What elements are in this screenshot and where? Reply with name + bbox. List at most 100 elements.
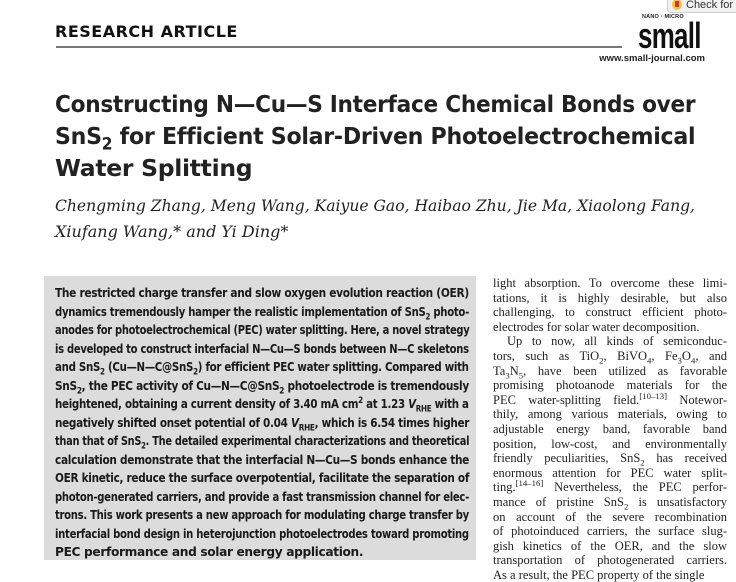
text-line: negatively shifted onset potential of 0.… <box>55 414 469 433</box>
text-line: Xiufang Wang,* and Yi Ding* <box>55 219 695 245</box>
text-segment: than that of SnS <box>55 434 142 448</box>
text-segment: 2 <box>100 367 105 378</box>
text-segment: , the PEC activity of Cu—N—C@SnS <box>81 378 280 393</box>
text-segment: of photoinduced carriers, the surface sl… <box>493 524 727 539</box>
text-line: Water Splitting <box>55 152 695 184</box>
text-segment: interfacial bond design in heterojunctio… <box>55 526 469 541</box>
text-line: thily, among various materials, owing to <box>493 407 727 422</box>
abstract-box <box>44 276 476 560</box>
text-line: Chengming Zhang, Meng Wang, Kaiyue Gao, … <box>55 193 695 219</box>
text-segment: promising photoanode materials for the <box>493 378 727 393</box>
text-segment: [14–16] <box>515 478 544 489</box>
text-line: and SnS2 (Cu—N—C@SnS2) for efficient PEC… <box>55 358 469 378</box>
text-segment: 4 <box>690 355 696 366</box>
text-line: The restricted charge transfer and slow … <box>55 284 469 303</box>
text-segment: ) for efficient PEC water splitting. Com… <box>197 360 469 374</box>
text-segment: ting. <box>493 480 516 495</box>
text-segment: tations, it is highly desirable, but als… <box>493 290 727 305</box>
text-segment: PEC performance and solar energy applica… <box>55 545 364 559</box>
text-segment: heightened, obtaining a current density … <box>55 397 359 411</box>
text-line: challenging, to construct efficient phot… <box>493 305 727 320</box>
text-segment: electrodes for solar water decomposition… <box>493 319 700 334</box>
text-line: mance of pristine SnS2 is unsatisfactory <box>493 494 727 511</box>
abstract-text: The restricted charge transfer and slow … <box>55 284 470 562</box>
text-segment: 3 <box>677 355 682 366</box>
text-line: transportation of photogenerated carrier… <box>493 553 727 568</box>
text-segment: with a <box>431 397 469 411</box>
text-line: electrodes for solar water decomposition… <box>493 320 727 335</box>
text-line: promising photoanode materials for the <box>493 378 727 393</box>
text-segment: enormous attention for PEC water split- <box>493 465 727 480</box>
text-segment: V <box>408 397 416 411</box>
text-line: photon-generated carriers, and provide a… <box>55 488 469 507</box>
text-line: tations, it is highly desirable, but als… <box>493 291 727 306</box>
text-segment: light absorption. To overcome these limi… <box>493 276 727 290</box>
text-segment: Up to now, all kinds of semiconduc- <box>507 334 727 349</box>
text-line: PEC water-splitting field.[10–13] Notewo… <box>493 391 727 408</box>
text-segment: 2 <box>425 311 431 322</box>
text-line: heightened, obtaining a current density … <box>55 395 469 414</box>
text-segment: 2 <box>101 134 113 154</box>
text-line: As a result, the PEC property of the sin… <box>493 568 727 582</box>
text-segment: , which is 6.54 times higher <box>314 415 470 430</box>
text-segment: , BiVO <box>603 348 648 363</box>
text-segment: and SnS <box>55 360 101 374</box>
text-segment: negatively shifted onset potential of 0.… <box>55 415 291 430</box>
author-list: Chengming Zhang, Meng Wang, Kaiyue Gao, … <box>55 193 695 245</box>
text-line: OER kinetic, reduce the surface overpote… <box>55 469 469 488</box>
text-line: Constructing N—Cu—S Interface Chemical B… <box>55 88 696 120</box>
text-segment: 4 <box>647 355 652 366</box>
text-segment: 2 <box>76 385 82 396</box>
text-segment: (Cu—N—C@SnS <box>104 360 194 374</box>
text-line: is developed to construct interfacial N—… <box>55 340 469 359</box>
text-segment: 2 <box>279 385 285 396</box>
text-segment: thily, among various materials, owing to <box>493 407 727 422</box>
text-segment: is unsatisfactory <box>628 494 727 509</box>
text-line: ting.[14–16] Nevertheless, the PEC perfo… <box>493 478 727 495</box>
text-segment: calculation demonstrate that the interfa… <box>55 452 470 467</box>
text-segment: position, low-cost, and environmentally <box>493 436 727 451</box>
text-line: on account of the severe recombination <box>493 510 727 525</box>
text-segment: 2 <box>358 395 363 406</box>
text-line: position, low-cost, and environmentally <box>493 437 727 452</box>
text-line: calculation demonstrate that the interfa… <box>55 451 469 470</box>
text-line: adjustable energy band, favorable band <box>493 422 727 437</box>
text-segment: anodes for photoelectrochemical (PEC) wa… <box>55 323 470 337</box>
text-segment: tors, such as TiO <box>493 348 600 363</box>
text-line: friendly peculiarities, SnS2 has receive… <box>493 451 727 468</box>
text-segment: is developed to construct interfacial N—… <box>55 341 469 356</box>
check-for-updates-button[interactable]: Check for u <box>667 0 736 13</box>
text-segment: N <box>509 363 519 378</box>
text-segment: 2 <box>193 367 198 378</box>
text-segment: photoelectrode is tremendously <box>284 378 470 393</box>
text-line: light absorption. To overcome these limi… <box>493 276 727 291</box>
text-segment: at 1.23 <box>362 397 409 411</box>
text-segment: SnS <box>55 122 102 150</box>
text-segment: adjustable energy band, favorable band <box>493 421 727 436</box>
section-heading: RESEARCH ARTICLE <box>55 22 238 41</box>
text-segment: mance of pristine SnS <box>493 494 624 509</box>
text-segment: 5 <box>518 370 524 381</box>
text-segment: Water Splitting <box>55 154 253 182</box>
text-segment: 3 <box>505 370 510 381</box>
text-segment: , have been utilized as favorable <box>523 363 727 378</box>
text-segment: 2 <box>640 457 645 468</box>
text-segment: . The detailed experimental characteriza… <box>145 434 470 448</box>
text-segment: trons. This work presents a new approach… <box>55 508 469 522</box>
text-line: PEC performance and solar energy applica… <box>55 543 469 562</box>
text-line: interfacial bond design in heterojunctio… <box>55 525 469 544</box>
text-segment: As a result, the PEC property of the sin… <box>493 567 705 582</box>
text-line: gish kinetics of the OER, and the slow <box>493 539 727 554</box>
article-title: Constructing N—Cu—S Interface Chemical B… <box>55 88 696 184</box>
journal-logo: small <box>638 15 701 56</box>
text-segment: for Efficient Solar-Driven Photoelectroc… <box>112 122 696 150</box>
journal-url[interactable]: www.small-journal.com <box>599 53 705 64</box>
text-line: dynamics tremendously hamper the realist… <box>55 303 469 322</box>
text-segment: photo- <box>430 304 469 319</box>
journal-tagline: NANO · MICRO <box>642 14 684 20</box>
text-segment: Constructing N—Cu—S Interface Chemical B… <box>55 90 696 118</box>
text-segment: 2 <box>599 355 604 366</box>
text-line: trons. This work presents a new approach… <box>55 506 469 525</box>
text-segment: RHE <box>415 404 432 415</box>
text-segment: friendly peculiarities, SnS <box>493 451 641 466</box>
